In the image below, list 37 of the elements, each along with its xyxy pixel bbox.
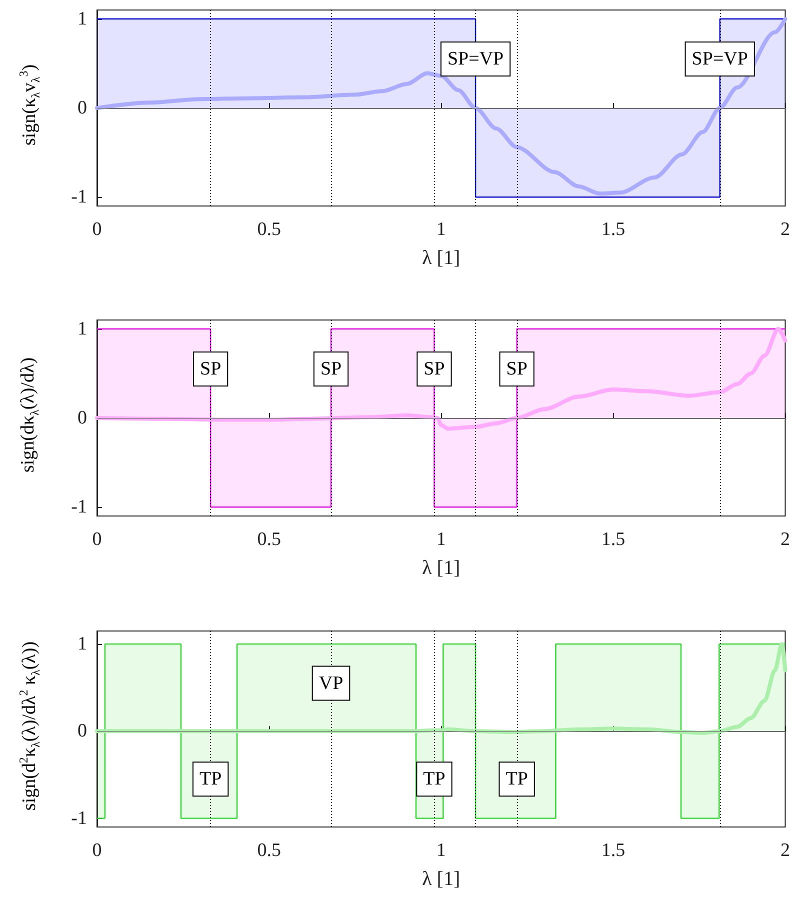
x-tick-label: 1	[436, 529, 446, 550]
x-tick-label: 1	[436, 840, 446, 861]
y-tick-label: 0	[78, 98, 87, 118]
annotation: SP	[506, 358, 528, 380]
x-tick-label: 0	[92, 840, 102, 861]
annotation: TP	[506, 768, 528, 790]
y-tick-label: -1	[71, 496, 87, 518]
annotation: SP	[200, 358, 222, 380]
y-tick-label: 0	[78, 720, 87, 742]
x-tick-label: 1.5	[601, 219, 626, 240]
x-tick-label: 1.5	[601, 529, 626, 550]
annotation: SP=VP	[692, 48, 748, 70]
x-axis-title: λ [1]	[422, 868, 460, 890]
annotation: TP	[199, 768, 222, 790]
x-tick-label: 0	[92, 219, 102, 240]
annotation: VP	[318, 672, 344, 694]
x-tick-label: 0	[92, 529, 102, 550]
y-tick-label: -1	[71, 808, 87, 829]
x-tick-label: 2	[780, 529, 790, 550]
x-tick-label: 0.5	[257, 840, 281, 861]
annotation: SP	[320, 358, 342, 380]
x-tick-label: 1	[436, 219, 446, 240]
y-tick-label: 1	[78, 318, 87, 340]
x-tick-label: 1.5	[601, 840, 626, 861]
y-tick-label: 1	[78, 8, 87, 30]
y-tick-label: 0	[78, 408, 87, 428]
x-tick-label: 0.5	[257, 219, 281, 240]
y-tick-label: -1	[71, 186, 87, 208]
x-axis-title: λ [1]	[422, 247, 460, 269]
x-tick-label: 2	[780, 219, 790, 240]
x-tick-label: 0.5	[257, 529, 281, 550]
y-tick-label: 1	[78, 634, 87, 655]
annotation: TP	[423, 768, 446, 790]
annotation: SP=VP	[447, 48, 504, 70]
annotation: SP	[424, 358, 445, 380]
x-axis-title: λ [1]	[422, 557, 460, 579]
x-tick-label: 2	[780, 840, 790, 861]
